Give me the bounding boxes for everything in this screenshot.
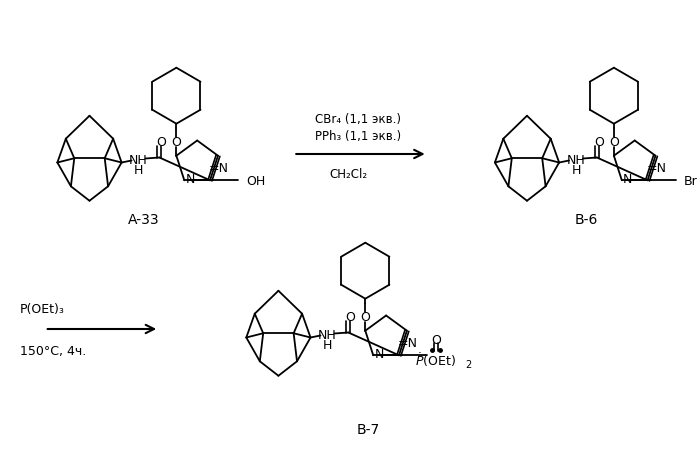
- Text: O: O: [156, 136, 167, 149]
- Text: OH: OH: [246, 175, 265, 187]
- Text: B-7: B-7: [356, 422, 379, 436]
- Text: O: O: [431, 333, 441, 346]
- Text: CBr₄ (1,1 экв.): CBr₄ (1,1 экв.): [315, 113, 401, 126]
- Text: O: O: [609, 136, 619, 149]
- Text: =N: =N: [398, 336, 418, 350]
- Text: H: H: [323, 338, 332, 351]
- Text: N: N: [623, 172, 633, 185]
- Text: O: O: [594, 136, 604, 149]
- Text: O: O: [360, 310, 370, 323]
- Text: CH₂Cl₂: CH₂Cl₂: [329, 168, 367, 181]
- Text: A-33: A-33: [128, 212, 160, 226]
- Text: =N: =N: [209, 162, 229, 175]
- Text: O: O: [172, 136, 181, 149]
- Text: NH: NH: [566, 154, 585, 166]
- Text: 2: 2: [466, 359, 472, 369]
- Text: O: O: [345, 310, 355, 323]
- Text: NH: NH: [318, 328, 337, 341]
- Text: PPh₃ (1,1 экв.): PPh₃ (1,1 экв.): [315, 130, 401, 143]
- Text: N: N: [374, 347, 384, 360]
- Text: NH: NH: [129, 154, 148, 166]
- Text: H: H: [134, 164, 143, 177]
- Text: N: N: [186, 172, 195, 185]
- Text: H: H: [571, 164, 581, 177]
- Text: B-6: B-6: [575, 212, 598, 226]
- Text: $\dot{P}$(OEt): $\dot{P}$(OEt): [416, 351, 456, 368]
- Text: Br: Br: [683, 175, 697, 187]
- Text: =N: =N: [647, 162, 666, 175]
- Text: P(OEt)₃: P(OEt)₃: [20, 303, 65, 316]
- Text: 150°C, 4ч.: 150°C, 4ч.: [20, 345, 86, 358]
